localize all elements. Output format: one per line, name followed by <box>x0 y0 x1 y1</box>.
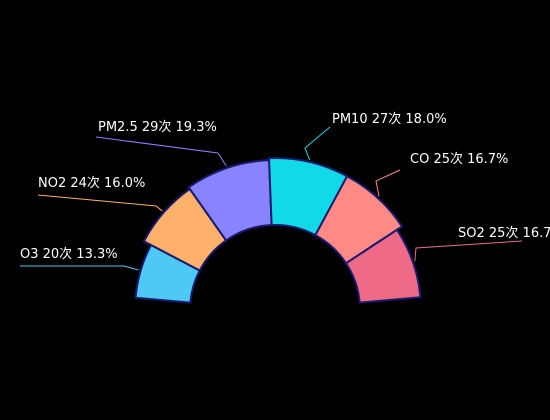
leader-line-pm25 <box>95 136 227 167</box>
data-label-so2: SO2 25次 16.7% <box>458 225 550 241</box>
data-label-o3: O3 20次 13.3% <box>20 246 118 262</box>
data-label-no2: NO2 24次 16.0% <box>38 175 145 191</box>
slice-so2[interactable] <box>344 228 422 304</box>
data-label-co: CO 25次 16.7% <box>410 151 508 167</box>
leader-line-o3 <box>20 265 139 271</box>
leader-line-pm10 <box>304 126 331 161</box>
data-label-pm10: PM10 27次 18.0% <box>332 111 447 127</box>
data-label-pm25: PM2.5 29次 19.3% <box>98 119 217 135</box>
leader-line-co <box>375 169 401 197</box>
slice-co[interactable] <box>313 174 404 265</box>
leader-line-no2 <box>37 194 163 212</box>
leader-line-so2 <box>414 240 523 262</box>
